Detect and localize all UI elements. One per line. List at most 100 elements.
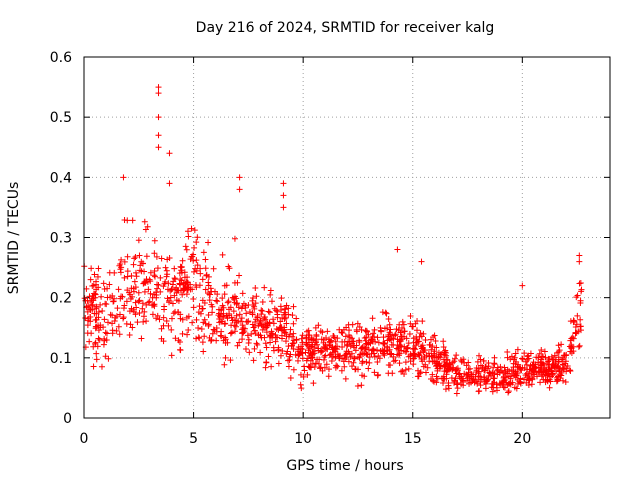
data-point: [461, 370, 468, 377]
data-point: [234, 300, 241, 307]
data-point: [179, 330, 186, 337]
data-point: [501, 384, 508, 391]
data-point: [480, 357, 487, 364]
data-point: [418, 258, 425, 265]
axis-ticks: [83, 56, 610, 419]
data-point: [304, 371, 311, 378]
data-point: [455, 371, 462, 378]
data-point: [399, 367, 406, 374]
data-point: [183, 314, 190, 321]
data-point: [185, 284, 192, 291]
data-point: [405, 365, 412, 372]
data-point: [289, 312, 296, 319]
data-point: [423, 352, 430, 359]
data-point: [309, 360, 316, 367]
data-point: [452, 367, 459, 374]
data-point: [330, 345, 337, 352]
data-point: [141, 288, 148, 295]
data-point: [548, 373, 555, 380]
data-point: [127, 291, 134, 298]
data-point: [356, 354, 363, 361]
data-point: [428, 336, 435, 343]
data-point: [194, 262, 201, 269]
data-point: [253, 316, 260, 323]
data-point: [557, 375, 564, 382]
data-point: [164, 256, 171, 263]
data-point: [364, 351, 371, 358]
data-point: [490, 364, 497, 371]
data-point: [145, 286, 152, 293]
data-point: [224, 315, 231, 322]
data-point: [475, 370, 482, 377]
data-point: [290, 320, 297, 327]
data-point: [211, 288, 218, 295]
data-point: [475, 388, 482, 395]
y-tick-label: 0.3: [50, 231, 72, 247]
data-point: [210, 326, 217, 333]
data-point: [213, 328, 220, 335]
data-point: [206, 297, 213, 304]
data-point: [230, 294, 237, 301]
data-point: [414, 338, 421, 345]
data-point: [151, 237, 158, 244]
data-point: [301, 367, 308, 374]
data-point: [321, 364, 328, 371]
data-point: [232, 323, 239, 330]
data-point: [398, 347, 405, 354]
data-point: [320, 356, 327, 363]
data-point: [380, 340, 387, 347]
data-point: [394, 246, 401, 253]
data-point: [405, 340, 412, 347]
data-point: [424, 364, 431, 371]
data-point: [189, 253, 196, 260]
data-point: [166, 150, 173, 157]
data-point: [278, 295, 285, 302]
data-point: [558, 356, 565, 363]
data-point: [239, 336, 246, 343]
data-point: [504, 354, 511, 361]
data-point: [175, 298, 182, 305]
data-point: [234, 279, 241, 286]
data-point: [104, 294, 111, 301]
data-point: [205, 239, 212, 246]
data-point: [504, 348, 511, 355]
data-point: [242, 345, 249, 352]
data-point: [403, 348, 410, 355]
data-point: [227, 357, 234, 364]
data-point: [491, 354, 498, 361]
data-point: [556, 347, 563, 354]
data-point: [266, 309, 273, 316]
data-point: [298, 335, 305, 342]
data-point: [575, 343, 582, 350]
data-point: [464, 372, 471, 379]
data-point: [219, 251, 226, 258]
data-point: [404, 345, 411, 352]
data-point: [235, 318, 242, 325]
data-point: [104, 330, 111, 337]
x-tick-label: 10: [294, 431, 312, 447]
data-point: [327, 339, 334, 346]
data-point: [243, 310, 250, 317]
data-point: [277, 318, 284, 325]
data-point: [552, 356, 559, 363]
data-point: [504, 366, 511, 373]
data-point: [451, 358, 458, 365]
data-point: [402, 366, 409, 373]
data-point: [562, 358, 569, 365]
data-point: [147, 290, 154, 297]
data-point: [380, 348, 387, 355]
data-point: [270, 316, 277, 323]
data-point: [92, 339, 99, 346]
data-point: [99, 307, 106, 314]
data-point: [338, 367, 345, 374]
data-point: [258, 334, 265, 341]
data-point: [177, 276, 184, 283]
data-point: [348, 363, 355, 370]
data-point: [310, 380, 317, 387]
data-point: [227, 304, 234, 311]
data-point: [130, 261, 137, 268]
data-point: [111, 269, 118, 276]
data-point: [435, 349, 442, 356]
data-point: [549, 361, 556, 368]
data-point: [556, 365, 563, 372]
